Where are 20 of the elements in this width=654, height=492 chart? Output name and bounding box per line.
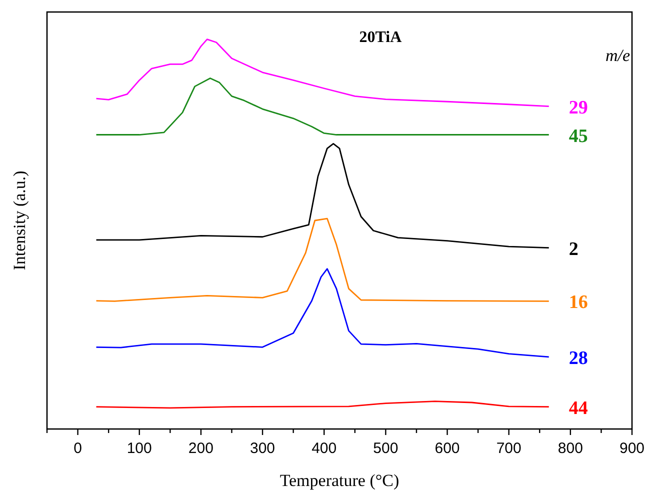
series-label: 44 [568, 398, 588, 419]
chart-title: 20TiA [359, 29, 402, 46]
x-tick-label: 200 [188, 440, 214, 457]
x-tick-label: 300 [250, 440, 276, 457]
y-axis-title: Intensity (a.u.) [10, 170, 29, 270]
x-tick-label: 100 [126, 440, 152, 457]
series-label: 45 [568, 126, 588, 147]
legend-title: m/e [605, 46, 630, 65]
series-label: 28 [568, 348, 588, 369]
x-tick-label: 700 [496, 440, 522, 457]
x-tick-label: 400 [312, 440, 337, 457]
x-axis-title: Temperature (°C) [280, 471, 400, 490]
x-tick-label: 500 [373, 440, 398, 457]
x-tick-label: 800 [558, 440, 583, 457]
series-label: 2 [568, 238, 578, 260]
x-tick-label: 900 [619, 440, 645, 457]
x-tick-label: 600 [434, 440, 460, 457]
x-tick-label: 0 [74, 440, 82, 457]
series-label: 16 [568, 292, 588, 314]
series-label: 29 [568, 97, 588, 118]
